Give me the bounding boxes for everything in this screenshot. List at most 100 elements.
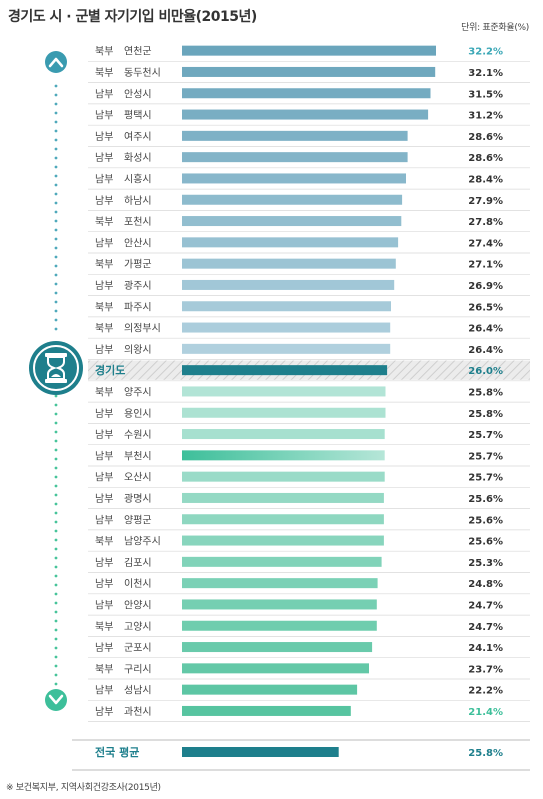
dot (54, 448, 58, 452)
value-label: 27.9% (468, 196, 503, 207)
value-label: 25.6% (468, 537, 503, 548)
bar (182, 705, 351, 716)
dot (54, 520, 58, 524)
category-label: 하남시 (124, 194, 152, 207)
region-label: 남부 (95, 195, 113, 207)
region-label: 북부 (95, 536, 113, 548)
value-label: 25.6% (468, 515, 503, 526)
bar (182, 216, 402, 227)
region-label: 남부 (95, 429, 113, 441)
value-label: 25.7% (468, 430, 503, 441)
bar (182, 130, 408, 141)
region-label: 북부 (95, 323, 113, 335)
category-label: 경기도 (95, 363, 125, 377)
bar (182, 109, 429, 120)
dot (54, 565, 58, 569)
region-label: 남부 (95, 514, 113, 526)
region-label: 남부 (95, 685, 113, 697)
dot (54, 156, 58, 160)
dot (54, 583, 58, 587)
bar (182, 66, 436, 77)
dot (54, 412, 58, 416)
region-label: 남부 (95, 642, 113, 654)
dot (54, 183, 58, 187)
value-label: 31.2% (468, 111, 503, 122)
dot (54, 318, 58, 322)
category-label: 안양시 (124, 599, 152, 611)
value-label: 26.4% (468, 324, 503, 335)
value-label: 25.7% (468, 451, 503, 462)
region-label: 남부 (95, 152, 113, 164)
dot (54, 120, 58, 124)
bar (182, 279, 395, 290)
bar (182, 365, 388, 376)
value-label: 28.6% (468, 132, 503, 143)
dot (54, 619, 58, 623)
bar (182, 173, 406, 184)
value-label: 25.8% (468, 409, 503, 420)
dot (54, 439, 58, 443)
dot (54, 174, 58, 178)
bar (182, 535, 384, 546)
chart-title: 경기도 시 · 군별 자기기입 비만율(2015년) (8, 9, 257, 25)
dot (54, 93, 58, 97)
value-label: 28.6% (468, 153, 503, 164)
value-label: 26.9% (468, 281, 503, 292)
region-label: 남부 (95, 408, 113, 420)
value-label: 22.2% (468, 686, 503, 697)
bar (182, 237, 399, 248)
region-label: 남부 (95, 88, 113, 100)
value-label: 24.7% (468, 622, 503, 633)
category-label: 성남시 (124, 685, 152, 697)
category-label: 의정부시 (124, 323, 161, 335)
region-label: 남부 (95, 706, 113, 718)
dot (54, 228, 58, 232)
region-label: 남부 (95, 110, 113, 122)
category-label: 가평군 (124, 259, 152, 271)
bar (182, 343, 391, 354)
bar (182, 301, 391, 312)
dot (54, 147, 58, 151)
bar (182, 599, 377, 610)
dot (54, 493, 58, 497)
dot (54, 255, 58, 259)
dot (54, 511, 58, 515)
region-label: 남부 (95, 599, 113, 611)
dot (54, 246, 58, 250)
dot (54, 610, 58, 614)
value-label: 24.7% (468, 600, 503, 611)
region-label: 남부 (95, 131, 113, 143)
category-label: 과천시 (124, 706, 152, 718)
value-label: 32.1% (468, 68, 503, 79)
region-label: 북부 (95, 259, 113, 271)
category-label: 부천시 (124, 450, 152, 462)
category-label: 안산시 (124, 237, 152, 249)
dot (54, 165, 58, 169)
dot (54, 574, 58, 578)
value-label: 28.4% (468, 174, 503, 185)
value-label: 23.7% (468, 664, 503, 675)
category-label: 파주시 (124, 301, 152, 313)
value-label: 26.5% (468, 302, 503, 313)
bar (182, 407, 386, 418)
up-arrow-icon (45, 51, 67, 73)
unit-label: 단위: 표준화율(%) (461, 23, 529, 33)
dot (54, 421, 58, 425)
bar (182, 620, 377, 631)
bar (182, 684, 358, 695)
category-label: 의왕시 (124, 344, 152, 356)
category-label: 남양주시 (124, 536, 161, 548)
category-label: 김포시 (124, 557, 152, 569)
dot (54, 111, 58, 115)
category-label: 포천시 (124, 216, 152, 228)
dot (54, 538, 58, 542)
category-label: 고양시 (124, 621, 152, 633)
dot (54, 138, 58, 142)
value-label: 26.0% (468, 366, 503, 377)
dot (54, 466, 58, 470)
bar (182, 152, 408, 163)
bar (182, 88, 431, 99)
dot (54, 282, 58, 286)
value-label: 25.7% (468, 473, 503, 484)
category-label: 용인시 (124, 408, 152, 420)
